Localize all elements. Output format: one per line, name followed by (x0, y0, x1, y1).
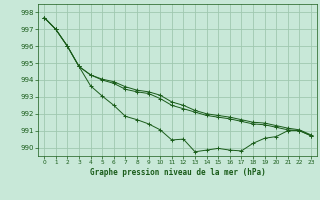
X-axis label: Graphe pression niveau de la mer (hPa): Graphe pression niveau de la mer (hPa) (90, 168, 266, 177)
